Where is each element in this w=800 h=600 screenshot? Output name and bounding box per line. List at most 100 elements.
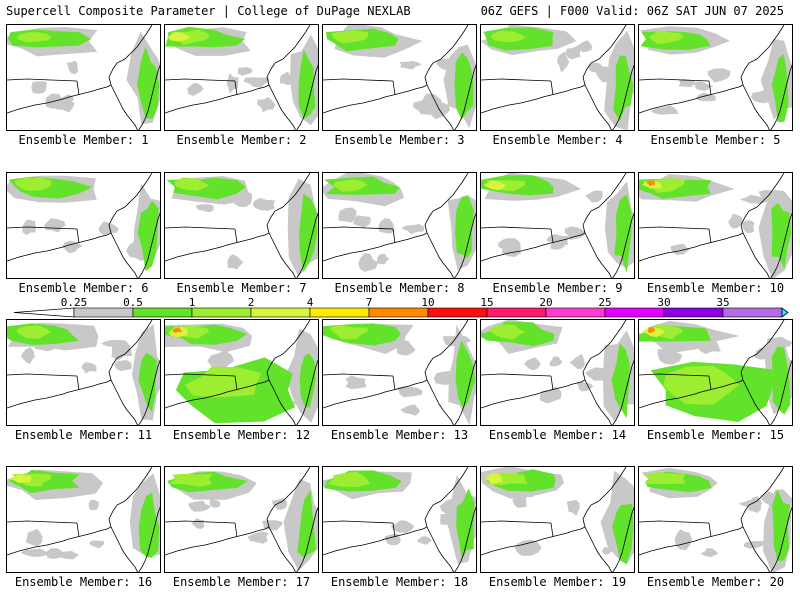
- coastline: [481, 226, 552, 230]
- map-svg: [7, 467, 160, 572]
- coastline: [76, 206, 126, 244]
- coastline: [770, 212, 792, 278]
- scp-contour: [613, 55, 634, 122]
- scp-contour: [44, 218, 66, 233]
- colorbar-segment: [309, 307, 370, 318]
- valid-time: 06Z GEFS | F000 Valid: 06Z SAT JUN 07 20…: [480, 4, 784, 18]
- member-caption: Ensemble Member: 2: [176, 133, 307, 147]
- coastline: [323, 84, 428, 114]
- coastline: [296, 212, 318, 278]
- coastline: [612, 506, 634, 572]
- ensemble-panel: Ensemble Member: 5: [638, 24, 793, 152]
- coastline: [481, 232, 586, 262]
- scp-contour: [252, 197, 276, 211]
- colorbar-label: 7: [366, 296, 373, 309]
- coastline: [110, 379, 138, 425]
- ensemble-panel: Ensemble Member: 16: [6, 466, 161, 594]
- coastline: [138, 359, 160, 425]
- coastline: [440, 320, 469, 355]
- scp-contour: [436, 58, 458, 73]
- scp-contour: [584, 367, 610, 381]
- coastline: [584, 232, 612, 278]
- coastline: [454, 359, 476, 425]
- coastline: [124, 467, 153, 502]
- scp-contour: [358, 253, 379, 272]
- colorbar-overflow: [781, 307, 789, 318]
- scp-contour: [88, 499, 99, 511]
- scp-contour: [89, 540, 105, 549]
- coastline: [639, 232, 744, 262]
- member-caption: Ensemble Member: 10: [646, 281, 785, 295]
- member-map: [638, 466, 793, 573]
- scp-contour: [772, 489, 790, 562]
- member-caption: Ensemble Member: 7: [176, 281, 307, 295]
- coastline: [639, 526, 744, 556]
- member-map: [322, 466, 477, 573]
- coastline: [426, 526, 454, 572]
- scp-contour: [257, 97, 276, 113]
- map-svg: [639, 25, 792, 130]
- scp-contour: [9, 474, 32, 483]
- scp-contour: [20, 347, 35, 364]
- colorbar-label: 30: [657, 296, 670, 309]
- coastline: [323, 78, 394, 82]
- coastline: [7, 520, 78, 524]
- ensemble-panel: Ensemble Member: 18: [322, 466, 477, 594]
- map-svg: [7, 25, 160, 130]
- scp-contour: [739, 194, 768, 204]
- scp-contour: [332, 179, 368, 192]
- colorbar-label: 35: [716, 296, 729, 309]
- coastline: [440, 25, 469, 60]
- colorbar-segment: [250, 307, 311, 318]
- coastline: [76, 353, 126, 391]
- scp-contour: [137, 200, 159, 272]
- coastline: [296, 64, 318, 130]
- member-map: [480, 172, 635, 279]
- coastline: [742, 379, 770, 425]
- scp-contour: [585, 190, 603, 203]
- colorbar-segment: [604, 307, 665, 318]
- scp-contour: [566, 499, 580, 516]
- colorbar-segment: [368, 307, 429, 318]
- scp-contour: [138, 492, 160, 558]
- map-svg: [165, 25, 318, 130]
- coastline: [550, 206, 600, 244]
- scp-contour: [490, 324, 526, 340]
- member-map: [6, 172, 161, 279]
- colorbar-segment: [486, 307, 547, 318]
- scp-contour: [384, 533, 401, 546]
- coastline: [481, 78, 552, 82]
- coastline: [323, 373, 394, 377]
- member-caption: Ensemble Member: 18: [330, 575, 469, 589]
- map-svg: [323, 25, 476, 130]
- scp-contour: [569, 353, 585, 370]
- coastline: [639, 520, 710, 524]
- colorbar-label: 2: [248, 296, 255, 309]
- scp-contour: [657, 348, 683, 365]
- scp-contour: [376, 253, 390, 265]
- colorbar-label: 1: [189, 296, 196, 309]
- member-caption: Ensemble Member: 19: [488, 575, 627, 589]
- scp-contour: [46, 548, 62, 559]
- coastline: [612, 359, 634, 425]
- scp-contour: [416, 536, 432, 545]
- coastline: [770, 506, 792, 572]
- scp-contour: [397, 386, 423, 398]
- coastline: [268, 232, 296, 278]
- ensemble-panel: Ensemble Member: 9: [480, 172, 635, 300]
- coastline: [323, 520, 394, 524]
- scp-contour: [226, 73, 239, 94]
- colorbar-segment: [663, 307, 724, 318]
- scp-contour: [454, 52, 474, 120]
- scp-contour: [401, 224, 425, 235]
- scp-contour: [272, 498, 288, 510]
- member-caption: Ensemble Member: 6: [18, 281, 149, 295]
- coastline: [110, 526, 138, 572]
- scp-contour: [191, 518, 205, 529]
- coastline: [282, 467, 311, 502]
- scp-contour: [62, 240, 83, 254]
- coastline: [742, 526, 770, 572]
- scp-contour: [390, 520, 415, 533]
- scp-contour: [185, 366, 262, 398]
- scp-contour: [137, 46, 160, 120]
